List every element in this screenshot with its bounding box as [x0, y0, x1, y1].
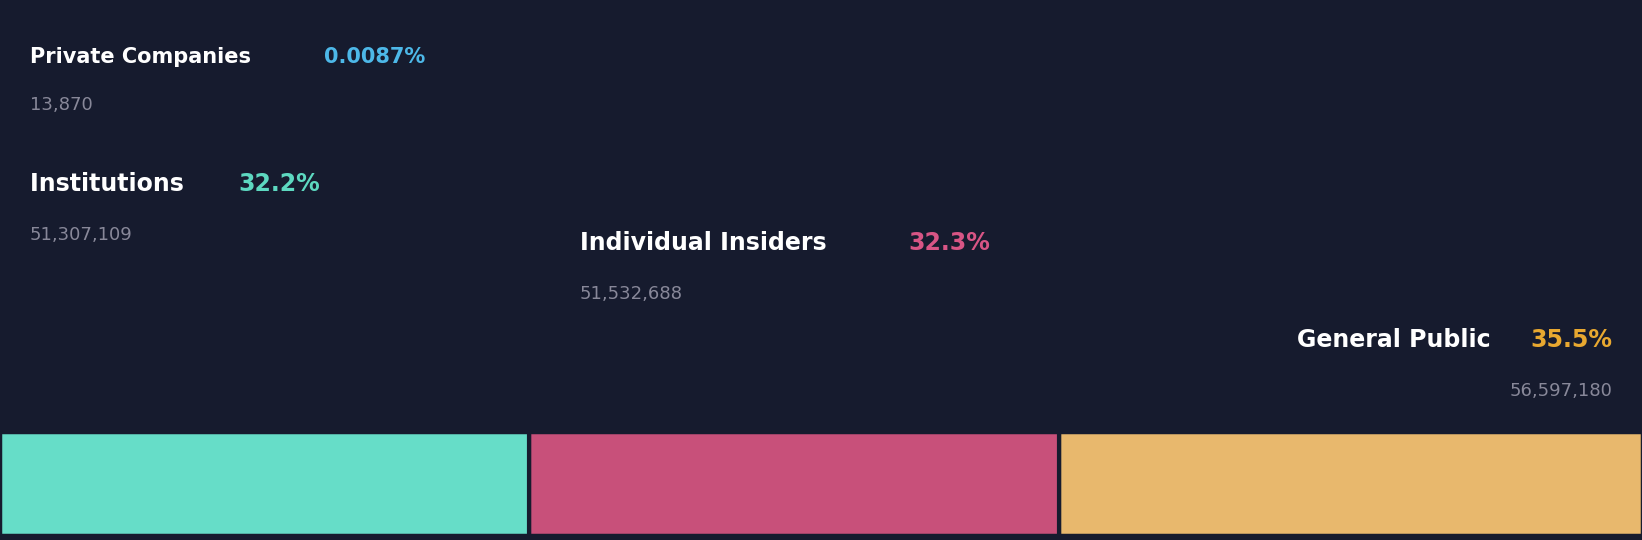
Text: 0.0087%: 0.0087%: [323, 46, 425, 67]
Text: Private Companies: Private Companies: [30, 46, 258, 67]
Text: 32.3%: 32.3%: [908, 231, 990, 255]
Text: Individual Insiders: Individual Insiders: [580, 231, 834, 255]
Text: 56,597,180: 56,597,180: [1509, 382, 1612, 401]
Text: General Public: General Public: [1297, 328, 1499, 352]
Bar: [1059, 432, 1642, 535]
Text: 35.5%: 35.5%: [1530, 328, 1612, 352]
Text: 51,307,109: 51,307,109: [30, 226, 133, 244]
Text: 32.2%: 32.2%: [238, 172, 320, 195]
Text: Institutions: Institutions: [30, 172, 192, 195]
Bar: [529, 432, 1059, 535]
Bar: [0, 432, 529, 535]
Text: 13,870: 13,870: [30, 96, 92, 114]
Text: 51,532,688: 51,532,688: [580, 285, 683, 303]
